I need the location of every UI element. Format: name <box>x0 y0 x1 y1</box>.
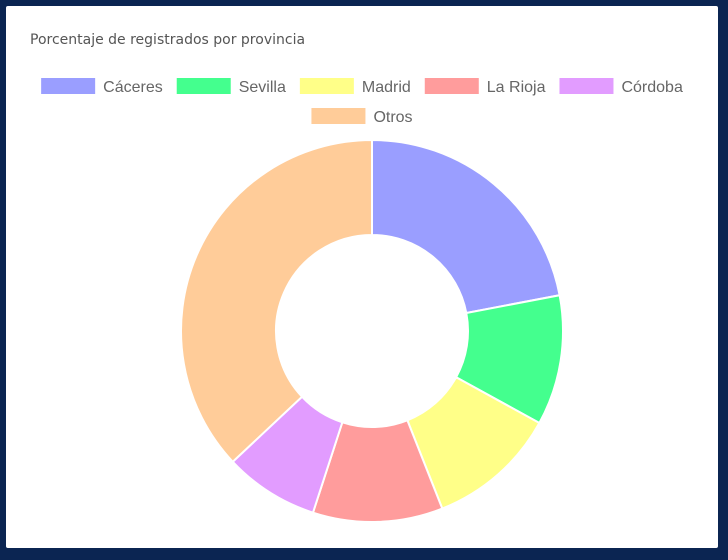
legend-item-sevilla[interactable]: Sevilla <box>176 78 286 96</box>
legend-swatch-otros <box>311 108 366 124</box>
legend-item-la-rioja[interactable]: La Rioja <box>424 78 546 96</box>
legend-label-la-rioja: La Rioja <box>487 79 546 96</box>
chart-title: Porcentaje de registrados por provincia <box>30 32 306 48</box>
legend-swatch-madrid <box>299 78 354 94</box>
slice-caceres[interactable] <box>371 138 561 315</box>
legend-label-sevilla: Sevilla <box>239 79 286 96</box>
slice-otros[interactable] <box>180 138 373 464</box>
legend-item-madrid[interactable]: Madrid <box>299 78 411 96</box>
legend-item-otros[interactable]: Otros <box>311 108 413 126</box>
chart-card: Porcentaje de registrados por provincia … <box>6 6 718 548</box>
legend-swatch-sevilla <box>176 78 231 94</box>
legend-label-madrid: Madrid <box>362 79 411 96</box>
legend-swatch-la-rioja <box>424 78 479 94</box>
legend-swatch-caceres <box>41 78 96 94</box>
legend-label-caceres: Cáceres <box>103 79 163 96</box>
legend-item-cordoba[interactable]: Córdoba <box>559 78 683 96</box>
legend-item-caceres[interactable]: Cáceres <box>41 78 163 96</box>
legend-swatch-cordoba <box>559 78 614 94</box>
legend-label-otros: Otros <box>373 109 412 126</box>
doughnut-chart: Cáceres Sevilla Madrid La Rioja Córdoba Otros <box>41 78 683 523</box>
legend-label-cordoba: Córdoba <box>621 79 682 96</box>
